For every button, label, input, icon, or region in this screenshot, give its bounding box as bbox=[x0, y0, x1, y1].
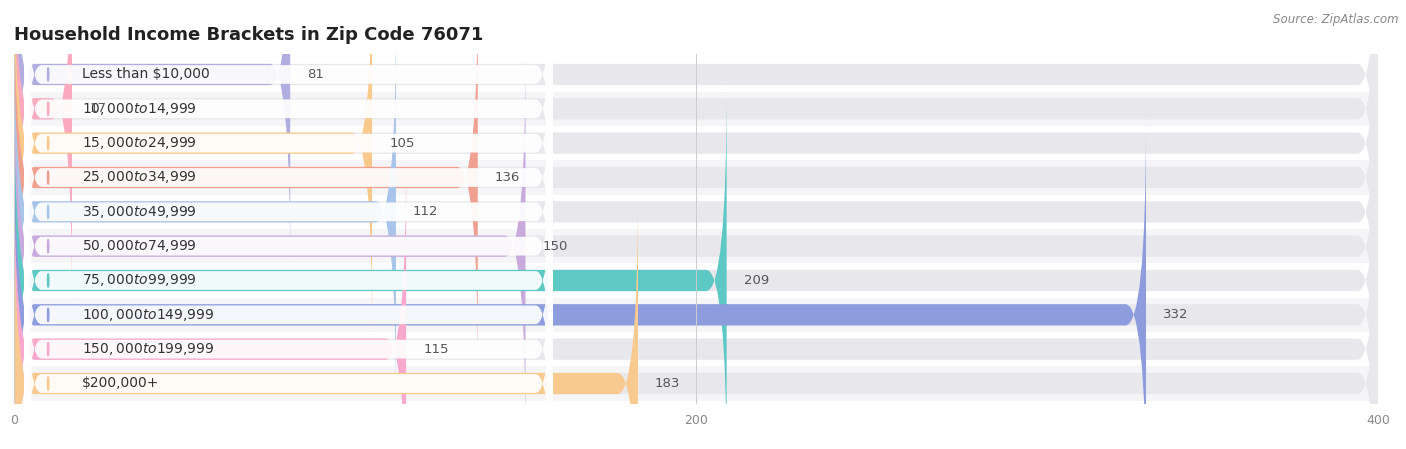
FancyBboxPatch shape bbox=[24, 221, 553, 449]
FancyBboxPatch shape bbox=[14, 126, 1378, 160]
FancyBboxPatch shape bbox=[24, 187, 553, 449]
Text: 17: 17 bbox=[89, 102, 105, 115]
FancyBboxPatch shape bbox=[24, 153, 553, 449]
FancyBboxPatch shape bbox=[14, 119, 1378, 449]
Text: Source: ZipAtlas.com: Source: ZipAtlas.com bbox=[1274, 13, 1399, 26]
FancyBboxPatch shape bbox=[14, 92, 1378, 126]
Text: 136: 136 bbox=[495, 171, 520, 184]
FancyBboxPatch shape bbox=[14, 366, 1378, 401]
Text: 112: 112 bbox=[413, 205, 439, 218]
FancyBboxPatch shape bbox=[24, 118, 553, 443]
Text: $100,000 to $149,999: $100,000 to $149,999 bbox=[82, 307, 215, 323]
FancyBboxPatch shape bbox=[14, 51, 1378, 441]
Text: $15,000 to $24,999: $15,000 to $24,999 bbox=[82, 135, 197, 151]
Text: 105: 105 bbox=[389, 136, 415, 150]
FancyBboxPatch shape bbox=[14, 85, 1378, 449]
FancyBboxPatch shape bbox=[14, 188, 638, 449]
Text: 81: 81 bbox=[308, 68, 325, 81]
Text: 209: 209 bbox=[744, 274, 769, 287]
Text: 150: 150 bbox=[543, 240, 568, 253]
FancyBboxPatch shape bbox=[24, 84, 553, 409]
FancyBboxPatch shape bbox=[24, 0, 553, 237]
Text: $35,000 to $49,999: $35,000 to $49,999 bbox=[82, 204, 197, 220]
FancyBboxPatch shape bbox=[14, 229, 1378, 263]
FancyBboxPatch shape bbox=[14, 17, 396, 407]
FancyBboxPatch shape bbox=[14, 0, 1378, 339]
Text: $10,000 to $14,999: $10,000 to $14,999 bbox=[82, 101, 197, 117]
Text: 183: 183 bbox=[655, 377, 681, 390]
Text: $75,000 to $99,999: $75,000 to $99,999 bbox=[82, 273, 197, 289]
FancyBboxPatch shape bbox=[14, 51, 526, 441]
FancyBboxPatch shape bbox=[14, 154, 406, 449]
FancyBboxPatch shape bbox=[14, 85, 727, 449]
FancyBboxPatch shape bbox=[14, 298, 1378, 332]
Text: $200,000+: $200,000+ bbox=[82, 377, 160, 391]
FancyBboxPatch shape bbox=[14, 154, 1378, 449]
FancyBboxPatch shape bbox=[24, 0, 553, 305]
FancyBboxPatch shape bbox=[14, 0, 72, 304]
FancyBboxPatch shape bbox=[14, 0, 1378, 270]
FancyBboxPatch shape bbox=[14, 0, 1378, 304]
FancyBboxPatch shape bbox=[14, 160, 1378, 195]
Text: $150,000 to $199,999: $150,000 to $199,999 bbox=[82, 341, 215, 357]
FancyBboxPatch shape bbox=[24, 15, 553, 340]
FancyBboxPatch shape bbox=[14, 188, 1378, 449]
FancyBboxPatch shape bbox=[14, 263, 1378, 298]
Text: Less than $10,000: Less than $10,000 bbox=[82, 67, 209, 81]
FancyBboxPatch shape bbox=[14, 119, 1146, 449]
Text: Household Income Brackets in Zip Code 76071: Household Income Brackets in Zip Code 76… bbox=[14, 26, 484, 44]
Text: 115: 115 bbox=[423, 343, 449, 356]
Text: $50,000 to $74,999: $50,000 to $74,999 bbox=[82, 238, 197, 254]
FancyBboxPatch shape bbox=[24, 49, 553, 374]
FancyBboxPatch shape bbox=[14, 0, 1378, 373]
FancyBboxPatch shape bbox=[24, 0, 553, 271]
FancyBboxPatch shape bbox=[14, 57, 1378, 92]
FancyBboxPatch shape bbox=[14, 0, 478, 373]
Text: 332: 332 bbox=[1163, 308, 1188, 321]
FancyBboxPatch shape bbox=[14, 332, 1378, 366]
FancyBboxPatch shape bbox=[14, 195, 1378, 229]
FancyBboxPatch shape bbox=[14, 0, 373, 339]
FancyBboxPatch shape bbox=[14, 0, 290, 270]
Text: $25,000 to $34,999: $25,000 to $34,999 bbox=[82, 169, 197, 185]
FancyBboxPatch shape bbox=[14, 17, 1378, 407]
